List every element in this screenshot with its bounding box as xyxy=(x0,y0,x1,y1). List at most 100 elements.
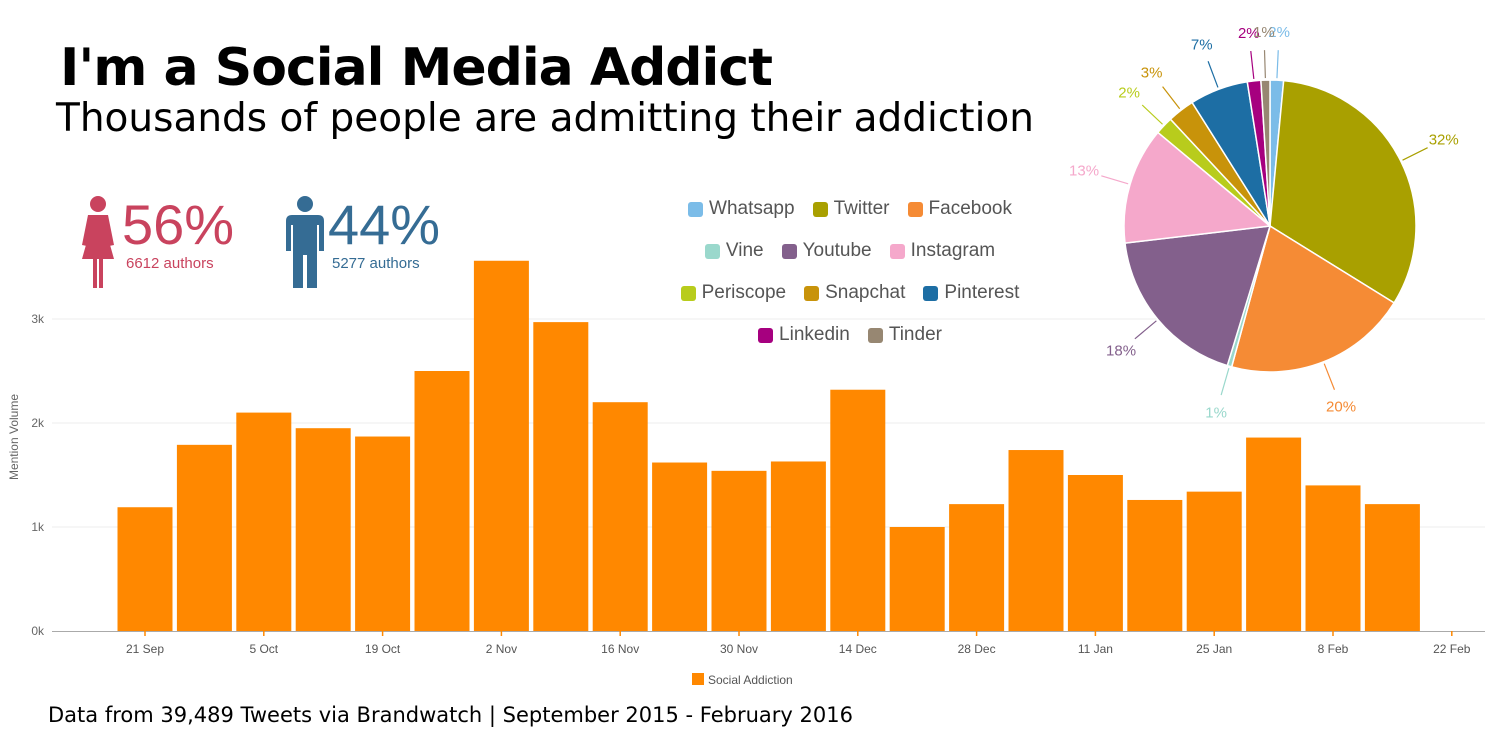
legend-label: Facebook xyxy=(928,198,1012,219)
x-tick-label: 21 Sep xyxy=(126,642,164,656)
pie-leader-line-instagram xyxy=(1101,175,1129,185)
legend-swatch xyxy=(804,285,820,301)
pie-label-twitter: 32% xyxy=(1429,132,1459,149)
bar-28-sep xyxy=(176,444,232,631)
male-authors: 5277 authors xyxy=(332,255,420,272)
legend-swatch xyxy=(704,243,720,259)
x-tick-label: 2 Nov xyxy=(486,642,517,656)
female-percent: 56% xyxy=(122,193,235,256)
pie-label-facebook: 20% xyxy=(1326,399,1356,416)
bar-15-feb xyxy=(1364,504,1420,631)
x-tick-label: 19 Oct xyxy=(365,642,401,656)
bar-14-dec xyxy=(830,389,886,631)
pie-slice-facebook xyxy=(1230,224,1396,373)
legend-row: Periscope Snapchat Pinterest xyxy=(660,272,1040,314)
pie-leader-line-linkedin xyxy=(1250,50,1255,79)
y-tick-label: 2k xyxy=(31,416,45,430)
legend-label: Snapchat xyxy=(825,282,906,303)
legend-item-facebook[interactable]: Facebook xyxy=(907,198,1012,220)
pie-label-youtube: 18% xyxy=(1106,342,1136,359)
pie-label-instagram: 13% xyxy=(1069,163,1099,180)
pie-leader-line-youtube xyxy=(1134,320,1157,340)
female-stat: 56% 6612 authors xyxy=(74,195,234,290)
bar-9-nov xyxy=(533,322,589,631)
male-stat: 44% 5277 authors xyxy=(282,195,440,290)
y-tick-label: 3k xyxy=(31,312,45,326)
legend-swatch xyxy=(812,201,828,217)
bar-28-dec xyxy=(949,504,1005,631)
y-axis-label: Mention Volume xyxy=(7,394,21,480)
pie-slice-instagram xyxy=(1123,131,1272,244)
bar-30-nov xyxy=(711,470,767,631)
pie-label-vine: 1% xyxy=(1205,404,1227,421)
legend-label: Whatsapp xyxy=(709,198,795,219)
bar-2-nov xyxy=(473,260,529,631)
legend-swatch xyxy=(680,285,696,301)
bar-8-feb xyxy=(1305,485,1361,631)
legend-item-periscope[interactable]: Periscope xyxy=(680,282,787,304)
legend-item-twitter[interactable]: Twitter xyxy=(812,198,890,220)
legend-item-linkedin[interactable]: Linkedin xyxy=(758,324,850,346)
bar-21-sep xyxy=(117,507,173,631)
legend-item-whatsapp[interactable]: Whatsapp xyxy=(688,198,795,220)
pie-leader-line-facebook xyxy=(1323,363,1336,390)
pie-slice-youtube xyxy=(1124,225,1272,367)
bar-4-jan xyxy=(1008,450,1064,631)
legend-item-youtube[interactable]: Youtube xyxy=(781,240,872,262)
legend-item-instagram[interactable]: Instagram xyxy=(889,240,995,262)
legend-item-vine[interactable]: Vine xyxy=(704,240,764,262)
legend-label: Tinder xyxy=(888,324,942,345)
x-tick-label: 16 Nov xyxy=(601,642,639,656)
pie-label-periscope: 2% xyxy=(1118,85,1140,102)
bar-23-nov xyxy=(652,462,708,631)
legend-label: Periscope xyxy=(701,282,787,303)
y-tick-label: 1k xyxy=(31,520,45,534)
page-subtitle: Thousands of people are admitting their … xyxy=(56,96,1035,141)
pie-leader-line-twitter xyxy=(1402,147,1428,161)
pie-slice-twitter xyxy=(1269,79,1417,304)
pie-label-linkedin: 2% xyxy=(1238,25,1260,42)
legend-swatch-social-addiction xyxy=(692,673,704,685)
bar-21-dec xyxy=(889,527,945,631)
pie-label-whatsapp: 2% xyxy=(1268,24,1290,41)
bar-11-jan xyxy=(1067,475,1123,631)
x-tick-label: 11 Jan xyxy=(1078,642,1113,656)
pie-label-pinterest: 7% xyxy=(1191,36,1213,53)
x-tick-label: 22 Feb xyxy=(1433,642,1471,656)
pie-leader-line-pinterest xyxy=(1207,61,1219,88)
bar-12-oct xyxy=(295,428,351,631)
bar-25-jan xyxy=(1186,491,1242,631)
female-authors: 6612 authors xyxy=(126,255,214,272)
pie-label-tinder: 1% xyxy=(1253,24,1275,41)
bar-1-feb xyxy=(1246,437,1302,631)
pie-leader-line-vine xyxy=(1220,368,1230,396)
legend-row: Vine Youtube Instagram xyxy=(660,230,1040,272)
pie-leader-line-tinder xyxy=(1263,50,1266,79)
legend-label-social-addiction: Social Addiction xyxy=(708,673,793,687)
legend-item-snapchat[interactable]: Snapchat xyxy=(804,282,905,304)
legend-swatch xyxy=(781,243,797,259)
x-tick-label: 14 Dec xyxy=(839,642,877,656)
legend-label: Vine xyxy=(725,240,764,261)
legend-row: Linkedin Tinder xyxy=(660,314,1040,356)
page-title: I'm a Social Media Addict xyxy=(60,38,773,98)
legend-label: Youtube xyxy=(802,240,872,261)
male-icon xyxy=(286,196,324,288)
x-tick-label: 25 Jan xyxy=(1196,642,1232,656)
x-tick-label: 30 Nov xyxy=(720,642,758,656)
pie-leader-line-periscope xyxy=(1141,104,1163,125)
legend-item-pinterest[interactable]: Pinterest xyxy=(923,282,1019,304)
x-tick-label: 8 Feb xyxy=(1318,642,1349,656)
bar-7-dec xyxy=(770,461,826,631)
pie-legend: Whatsapp Twitter Facebook Vine Youtube Instag… xyxy=(660,188,1040,356)
bar-19-oct xyxy=(355,436,411,631)
legend-swatch xyxy=(889,243,905,259)
legend-item-tinder[interactable]: Tinder xyxy=(867,324,942,346)
bar-18-jan xyxy=(1127,499,1183,631)
female-icon xyxy=(82,196,114,288)
footer-source: Data from 39,489 Tweets via Brandwatch |… xyxy=(48,703,853,727)
legend-label: Twitter xyxy=(833,198,890,219)
x-tick-label: 5 Oct xyxy=(249,642,278,656)
legend-swatch xyxy=(867,327,883,343)
